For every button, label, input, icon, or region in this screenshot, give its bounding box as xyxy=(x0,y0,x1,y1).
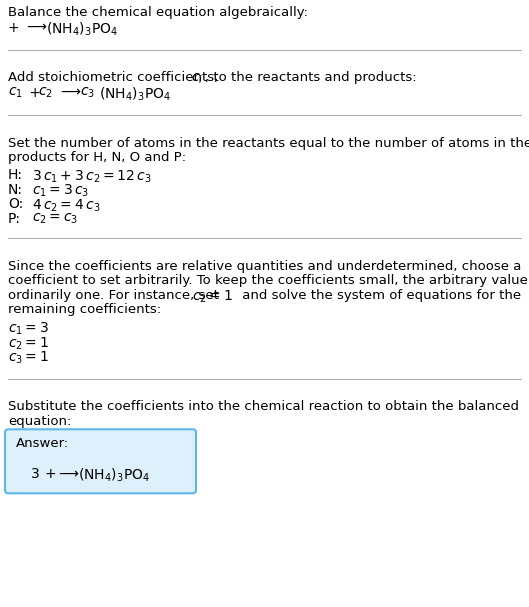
Text: coefficient to set arbitrarily. To keep the coefficients small, the arbitrary va: coefficient to set arbitrarily. To keep … xyxy=(8,274,529,287)
Text: +: + xyxy=(25,86,41,100)
Text: $c_2 = c_3$: $c_2 = c_3$ xyxy=(32,212,78,226)
Text: $c_3 = 1$: $c_3 = 1$ xyxy=(8,350,49,366)
Text: , to the reactants and products:: , to the reactants and products: xyxy=(205,71,417,84)
Text: $3\,c_1 + 3\,c_2 = 12\,c_3$: $3\,c_1 + 3\,c_2 = 12\,c_3$ xyxy=(32,168,151,185)
Text: ⟶: ⟶ xyxy=(60,86,80,100)
Text: ⟶: ⟶ xyxy=(58,467,78,481)
Text: $\mathregular{(NH_4)_3PO_4}$: $\mathregular{(NH_4)_3PO_4}$ xyxy=(46,21,118,38)
Text: products for H, N, O and P:: products for H, N, O and P: xyxy=(8,151,186,164)
Text: Set the number of atoms in the reactants equal to the number of atoms in the: Set the number of atoms in the reactants… xyxy=(8,137,529,149)
Text: +: + xyxy=(8,21,24,35)
Text: Since the coefficients are relative quantities and underdetermined, choose a: Since the coefficients are relative quan… xyxy=(8,260,522,273)
Text: N:: N: xyxy=(8,183,23,197)
Text: and solve the system of equations for the: and solve the system of equations for th… xyxy=(238,289,522,302)
Text: $c_2 = 1$: $c_2 = 1$ xyxy=(192,289,233,305)
Text: O:: O: xyxy=(8,197,23,211)
Text: ordinarily one. For instance, set: ordinarily one. For instance, set xyxy=(8,289,223,302)
Text: $c_2$: $c_2$ xyxy=(38,86,53,100)
Text: ⟶: ⟶ xyxy=(26,21,46,35)
Text: H:: H: xyxy=(8,168,23,182)
Text: Answer:: Answer: xyxy=(16,437,69,450)
Text: $c_i$: $c_i$ xyxy=(191,71,204,86)
Text: $c_1 = 3\,c_3$: $c_1 = 3\,c_3$ xyxy=(32,183,89,199)
Text: Substitute the coefficients into the chemical reaction to obtain the balanced: Substitute the coefficients into the che… xyxy=(8,401,519,413)
Text: $c_3$: $c_3$ xyxy=(80,86,95,100)
Text: $c_2 = 1$: $c_2 = 1$ xyxy=(8,335,49,351)
Text: $c_1$: $c_1$ xyxy=(8,86,23,100)
Text: Add stoichiometric coefficients,: Add stoichiometric coefficients, xyxy=(8,71,223,84)
Text: $4\,c_2 = 4\,c_3$: $4\,c_2 = 4\,c_3$ xyxy=(32,197,101,214)
Text: remaining coefficients:: remaining coefficients: xyxy=(8,304,161,316)
Text: $c_1 = 3$: $c_1 = 3$ xyxy=(8,320,49,337)
Text: P:: P: xyxy=(8,212,21,226)
FancyBboxPatch shape xyxy=(5,429,196,493)
Text: +: + xyxy=(44,467,56,481)
Text: $\mathregular{(NH_4)_3PO_4}$: $\mathregular{(NH_4)_3PO_4}$ xyxy=(78,467,150,484)
Text: $3$: $3$ xyxy=(30,467,40,481)
Text: equation:: equation: xyxy=(8,415,71,428)
Text: Balance the chemical equation algebraically:: Balance the chemical equation algebraica… xyxy=(8,6,308,19)
Text: $\mathregular{(NH_4)_3PO_4}$: $\mathregular{(NH_4)_3PO_4}$ xyxy=(99,86,171,103)
